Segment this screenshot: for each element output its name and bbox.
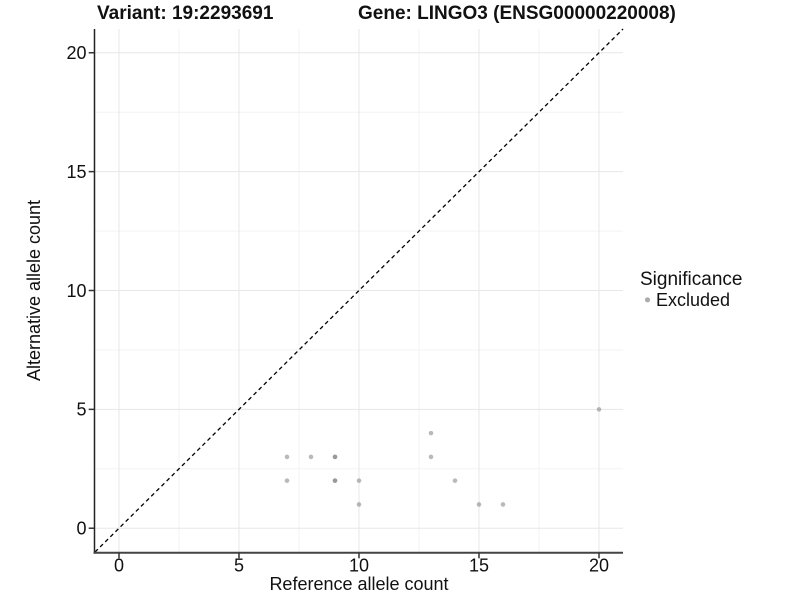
identity-line <box>94 28 624 553</box>
data-point <box>332 454 338 460</box>
data-point <box>332 478 338 483</box>
data-point <box>428 430 434 436</box>
y-tick-label: 5 <box>76 400 86 420</box>
legend: Significance Excluded <box>640 269 742 310</box>
x-tick-label: 0 <box>114 556 124 576</box>
x-axis-tick-labels: 0 5 10 15 20 <box>114 556 609 576</box>
data-point <box>500 502 506 507</box>
grid-major-lines <box>95 29 623 552</box>
x-tick-label: 20 <box>589 556 609 576</box>
data-point <box>452 478 458 483</box>
y-tick-label: 15 <box>66 162 86 182</box>
data-point <box>596 407 602 412</box>
legend-item-label-excluded: Excluded <box>656 290 730 310</box>
y-axis-ticks <box>88 52 95 529</box>
scatter-points-layer <box>284 407 602 507</box>
data-point <box>308 454 314 460</box>
plot-title-gene: Gene: LINGO3 (ENSG00000220008) <box>358 3 676 24</box>
legend-title: Significance <box>640 269 742 290</box>
x-axis-title: Reference allele count <box>269 574 448 594</box>
y-axis-title: Alternative allele count <box>24 200 44 381</box>
data-point <box>356 502 362 507</box>
plot-title-variant: Variant: 19:2293691 <box>97 3 274 24</box>
y-tick-label: 20 <box>66 43 86 63</box>
y-tick-label: 0 <box>76 519 86 539</box>
y-tick-label: 10 <box>66 281 86 301</box>
data-point <box>356 478 362 483</box>
x-axis-ticks <box>118 552 600 559</box>
legend-key-dot-icon <box>644 297 651 303</box>
data-point <box>284 478 290 483</box>
data-point <box>284 454 290 460</box>
x-tick-label: 10 <box>349 556 369 576</box>
identity-dashed-line <box>94 28 624 553</box>
data-point <box>428 454 434 460</box>
x-tick-label: 5 <box>234 556 244 576</box>
y-axis-tick-labels: 0 5 10 15 20 <box>66 43 86 538</box>
x-tick-label: 15 <box>469 556 489 576</box>
data-point <box>476 502 482 507</box>
